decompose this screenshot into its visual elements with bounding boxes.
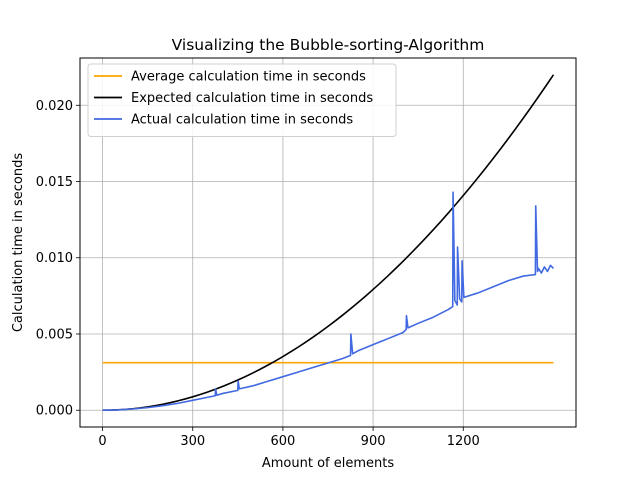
y-tick-label: 0.010 bbox=[36, 251, 73, 266]
legend: Average calculation time in seconds Expec… bbox=[87, 63, 397, 137]
chart-title: Visualizing the Bubble-sorting-Algorithm bbox=[172, 36, 485, 54]
actual-time-line bbox=[102, 191, 555, 412]
legend-box bbox=[87, 63, 397, 137]
y-tick-label: 0.020 bbox=[36, 99, 73, 114]
legend-entry: Average calculation time in seconds bbox=[131, 70, 366, 85]
series-lines bbox=[102, 74, 555, 412]
y-tick-label: 0.000 bbox=[36, 404, 73, 419]
y-axis-label: Calculation time in seconds bbox=[11, 153, 26, 333]
axis-ticks: 0 300 600 900 1200 0.000 0.005 0.010 0.015 0.020 bbox=[36, 99, 480, 449]
plot-frame bbox=[79, 57, 577, 428]
legend-entry: Expected calculation time in seconds bbox=[131, 91, 373, 106]
x-tick-label: 0 bbox=[98, 434, 106, 449]
legend-entry: Actual calculation time in seconds bbox=[131, 113, 353, 128]
x-tick-label: 300 bbox=[180, 434, 205, 449]
x-tick-label: 600 bbox=[270, 434, 295, 449]
x-axis-label: Amount of elements bbox=[262, 456, 394, 471]
expected-time-line bbox=[102, 74, 555, 412]
x-tick-label: 900 bbox=[361, 434, 386, 449]
y-tick-label: 0.015 bbox=[36, 175, 73, 190]
y-tick-label: 0.005 bbox=[36, 327, 73, 342]
x-tick-label: 1200 bbox=[447, 434, 480, 449]
